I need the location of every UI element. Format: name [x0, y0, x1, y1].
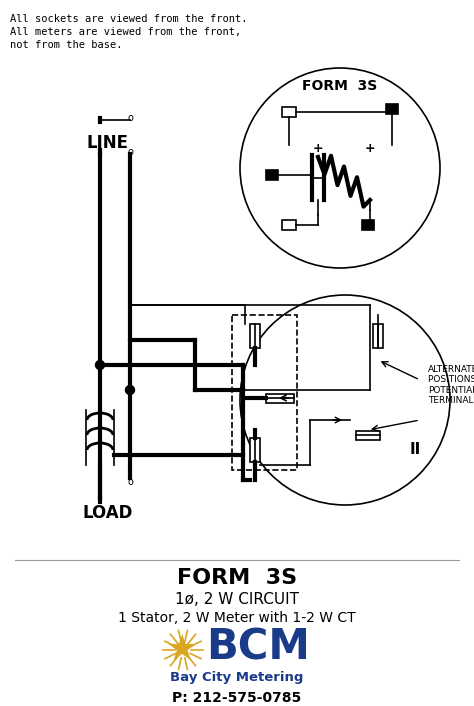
Text: BCM: BCM [206, 627, 310, 669]
Text: ★: ★ [166, 633, 198, 667]
Bar [250, 324, 260, 348]
Bar [266, 394, 294, 403]
Bar [266, 170, 278, 180]
Text: P: 212-575-0785: P: 212-575-0785 [173, 691, 301, 705]
Circle shape [95, 361, 104, 369]
Text: +: + [313, 141, 323, 155]
Text: All sockets are viewed from the front.
All meters are viewed from the front,
not: All sockets are viewed from the front. A… [10, 14, 247, 50]
Text: FORM  3S: FORM 3S [302, 79, 378, 93]
Text: ALTERNATE
POSITIONS OF
POTENTIAL
TERMINAL JAWS: ALTERNATE POSITIONS OF POTENTIAL TERMINA… [428, 365, 474, 405]
Text: o: o [127, 147, 133, 157]
Text: 1ø, 2 W CIRCUIT: 1ø, 2 W CIRCUIT [175, 592, 299, 607]
Bar [356, 431, 380, 440]
Text: +: + [365, 141, 375, 155]
Bar [250, 438, 260, 462]
Text: FORM  3S: FORM 3S [177, 568, 297, 588]
Circle shape [126, 385, 135, 395]
Bar [362, 220, 374, 230]
Bar [386, 104, 398, 114]
Text: o: o [127, 113, 133, 123]
Bar [232, 315, 297, 470]
Text: 1 Stator, 2 W Meter with 1-2 W CT: 1 Stator, 2 W Meter with 1-2 W CT [118, 611, 356, 625]
Text: Bay City Metering: Bay City Metering [170, 671, 304, 685]
Text: LINE: LINE [87, 134, 129, 152]
Text: LOAD: LOAD [83, 504, 133, 522]
Bar [373, 324, 383, 348]
Bar [282, 107, 296, 117]
Text: II: II [410, 443, 420, 457]
Bar [282, 220, 296, 230]
Text: o: o [127, 477, 133, 487]
